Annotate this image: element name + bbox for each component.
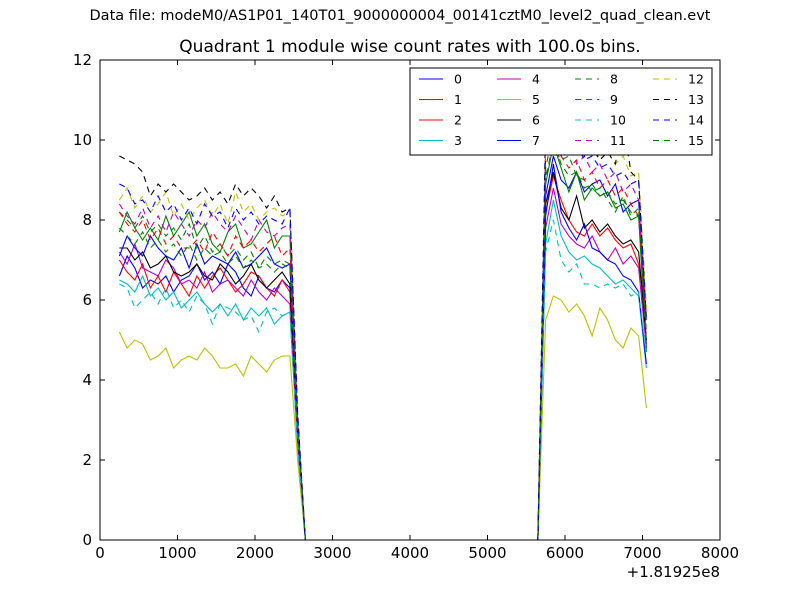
series-line-11	[118, 126, 647, 541]
series-line-14	[119, 99, 647, 541]
legend-label-3: 3	[454, 133, 462, 148]
y-tick-label: 2	[82, 451, 92, 469]
legend-label-15: 15	[688, 133, 704, 148]
x-tick-label: 1000	[158, 544, 196, 562]
y-tick-label: 10	[73, 131, 92, 149]
legend-label-1: 1	[454, 92, 462, 107]
legend-label-2: 2	[454, 113, 462, 128]
x-tick-label: 8000	[701, 544, 739, 562]
series-line-0	[118, 155, 647, 541]
series-line-5	[118, 295, 647, 541]
y-tick-label: 8	[82, 211, 92, 229]
axes-layer: 0 1000 2000 3000 4000 5000 6000 7000 80000246810…	[73, 51, 739, 581]
series-line-6	[119, 171, 647, 541]
y-tick-label: 4	[82, 371, 92, 389]
legend-label-11: 11	[610, 133, 626, 148]
y-tick-label: 6	[82, 291, 92, 309]
legend-label-4: 4	[532, 72, 540, 87]
legend-label-10: 10	[610, 113, 626, 128]
figure-supertitle: Data file: modeM0/AS1P01_140T01_90000000…	[89, 8, 711, 24]
x-tick-label: 6000	[546, 544, 584, 562]
series-line-1	[118, 143, 647, 541]
x-offset-label: +1.81925e8	[627, 563, 720, 581]
legend-label-0: 0	[454, 72, 462, 87]
series-line-10	[119, 219, 647, 541]
y-tick-label: 0	[82, 531, 92, 549]
series-line-9	[118, 129, 647, 541]
legend-label-5: 5	[532, 92, 540, 107]
legend-box	[409, 67, 713, 156]
legend-label-14: 14	[688, 113, 704, 128]
x-tick-label: 0	[95, 544, 105, 562]
x-tick-label: 4000	[391, 544, 429, 562]
x-tick-label: 5000	[468, 544, 506, 562]
legend-label-7: 7	[532, 133, 540, 148]
series-line-7	[118, 163, 647, 541]
y-tick-label: 12	[73, 51, 92, 69]
series-line-12	[118, 119, 647, 541]
legend-label-12: 12	[688, 72, 704, 87]
legend-label-9: 9	[610, 92, 618, 107]
legend-label-6: 6	[532, 113, 540, 128]
x-tick-label: 2000	[236, 544, 274, 562]
series-line-15	[118, 139, 647, 541]
series-line-2	[118, 173, 647, 541]
x-tick-label: 7000	[623, 544, 661, 562]
series-line-3	[119, 199, 647, 541]
series-line-8	[118, 146, 647, 541]
series-line-4	[118, 187, 647, 541]
chart-title: Quadrant 1 module wise count rates with …	[179, 37, 641, 57]
legend-label-8: 8	[610, 72, 618, 87]
legend-label-13: 13	[688, 92, 704, 107]
x-tick-label: 3000	[313, 544, 351, 562]
